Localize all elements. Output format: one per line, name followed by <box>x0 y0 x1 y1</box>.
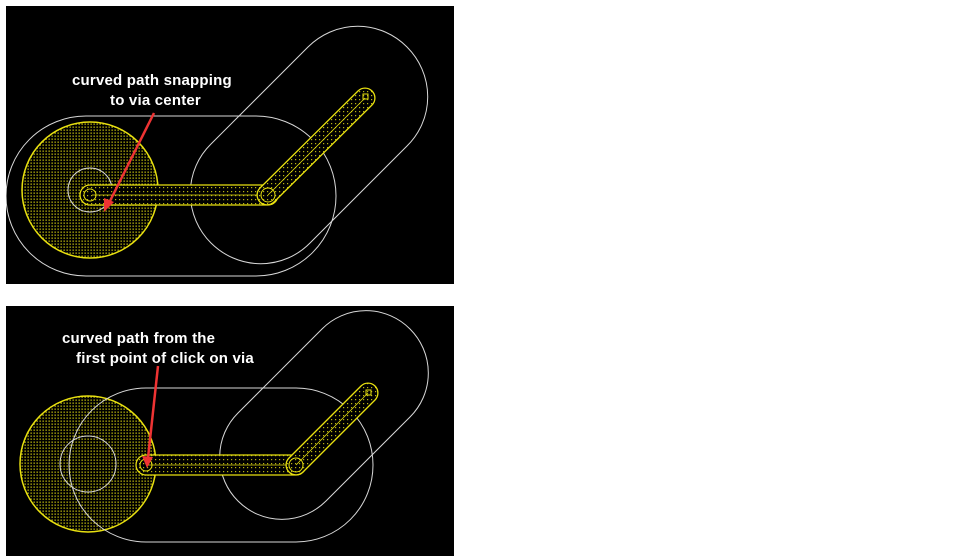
diagonal-clearance-outline <box>189 25 429 265</box>
annotation-arrowhead <box>104 198 114 212</box>
annotation-text-line1: curved path snapping <box>72 72 232 89</box>
trace-clearance-outline <box>68 387 374 543</box>
annotation-arrowhead <box>142 456 153 468</box>
annotation-arrow <box>107 112 156 204</box>
pcb-drawing-bottom <box>19 310 429 543</box>
annotation-text-line2: first point of click on via <box>76 350 254 367</box>
via-drill-outline <box>59 435 117 493</box>
layout-canvas-bottom[interactable]: curved path from the first point of clic… <box>6 306 454 556</box>
annotation-text-line1: curved path from the <box>62 330 216 347</box>
annotation-text-line2: to via center <box>110 92 201 109</box>
layout-canvas-top[interactable]: curved path snapping to via center <box>6 6 454 284</box>
annotation-arrow <box>146 365 160 459</box>
diagonal-clearance-outline <box>219 310 429 520</box>
pcb-drawing-top <box>6 25 429 277</box>
